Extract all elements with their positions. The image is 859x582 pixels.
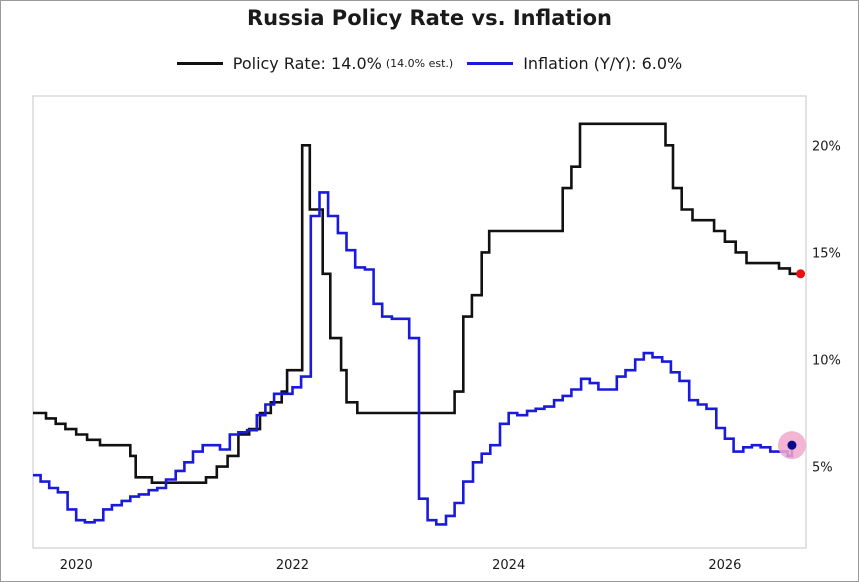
legend: Policy Rate: 14.0% (14.0% est.) Inflatio… [0, 54, 859, 73]
legend-item-policy-rate: Policy Rate: 14.0% (14.0% est.) [176, 54, 467, 73]
x-tick-label-2020: 2020 [60, 558, 93, 573]
legend-swatch-policy-rate [176, 62, 223, 65]
y-tick-label-20pct: 20% [812, 139, 841, 154]
endpoint-marker-inflation-y-y [787, 440, 797, 450]
plot-area-border [32, 95, 807, 549]
y-tick-label-15pct: 15% [812, 246, 841, 261]
x-tick-label-2024: 2024 [492, 558, 525, 573]
endpoint-marker-policy-rate [796, 269, 806, 279]
y-tick-label-5pct: 5% [812, 461, 833, 476]
series-line-inflation-y-y [33, 191, 794, 526]
x-tick-label-2022: 2022 [276, 558, 309, 573]
y-tick-label-10pct: 10% [812, 353, 841, 368]
chart-title: Russia Policy Rate vs. Inflation [247, 6, 612, 30]
x-tick-label-2026: 2026 [708, 558, 741, 573]
series-line-policy-rate [33, 122, 801, 484]
legend-label-policy-rate: Policy Rate: 14.0% [232, 54, 382, 73]
legend-label-inflation: Inflation (Y/Y): 6.0% [523, 54, 683, 73]
legend-item-inflation: Inflation (Y/Y): 6.0% [467, 54, 682, 73]
legend-note-policy-rate: (14.0% est.) [385, 57, 454, 70]
legend-swatch-inflation [467, 62, 514, 65]
